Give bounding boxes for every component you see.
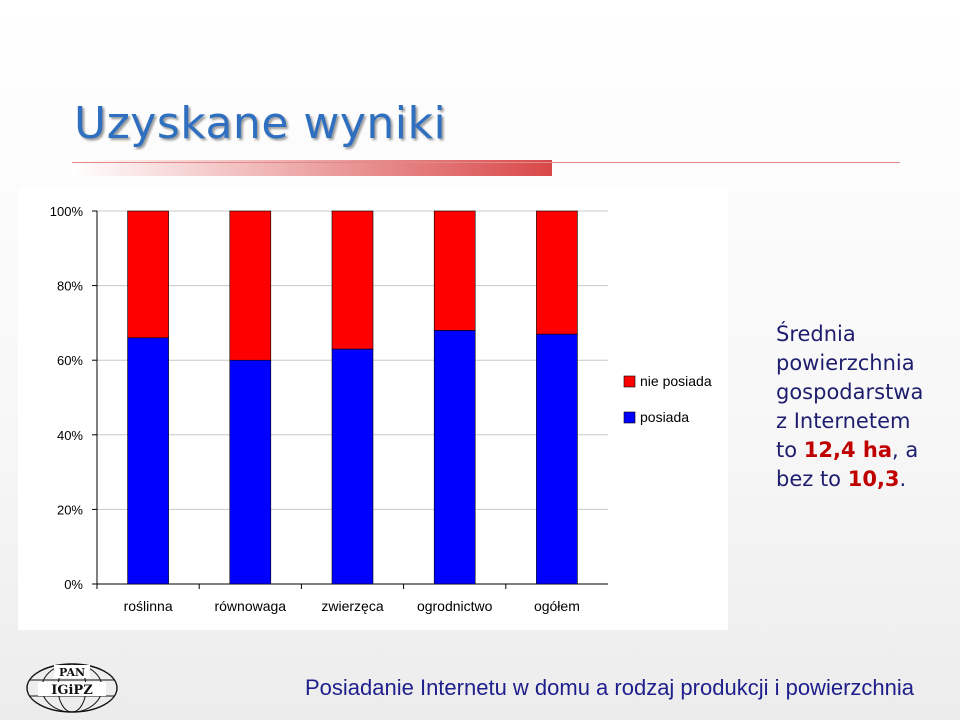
title-underline-accent (72, 160, 552, 176)
note-line-6-prefix: bez to (776, 467, 848, 491)
bar-posiada-4 (433, 330, 476, 585)
bar-posiada-3 (331, 348, 374, 585)
bar-posiada-1 (127, 337, 169, 585)
area-with-internet: 12,4 ha (803, 438, 893, 462)
y-tick-label: 60% (57, 353, 83, 368)
bar-posiada-2 (229, 359, 272, 585)
note-line-5-prefix: to (776, 438, 804, 462)
footer-caption: Posiadanie Internetu w domu a rodzaj pro… (304, 675, 914, 700)
x-tick-label: roślinna (124, 598, 173, 614)
x-tick-label: równowaga (214, 598, 286, 614)
slide-title: Uzyskane wyniki (74, 98, 447, 149)
bar-nie-posiada-3 (331, 210, 374, 350)
logo-text-main: IGiPZ (51, 683, 93, 698)
bar-posiada-5 (536, 333, 578, 585)
chart-panel: 0% 20% 40% 60% 80% 100% roślinna równowaga zwier… (18, 188, 728, 630)
legend-swatch (623, 375, 636, 388)
note-line-3: gospodarstwa (776, 380, 924, 404)
note-line-2: powierzchnia (776, 351, 915, 375)
y-tick-label: 20% (57, 502, 83, 517)
x-tick-label: ogółem (534, 598, 580, 614)
note-line-1: Średnia (776, 322, 856, 346)
logo-text-top: PAN (59, 666, 85, 679)
summary-note: Średnia powierzchnia gospodarstwa z Inte… (776, 320, 923, 494)
y-tick-label: 0% (64, 577, 83, 592)
note-line-6-suffix: . (899, 467, 907, 491)
y-tick-label: 80% (57, 279, 83, 294)
legend-swatch (623, 411, 636, 424)
note-line-5-suffix: , a (892, 438, 919, 462)
x-tick-label: ogrodnictwo (417, 598, 493, 614)
note-line-4: z Internetem (776, 409, 911, 433)
legend-label: nie posiada (640, 373, 712, 389)
y-tick-label: 40% (57, 428, 83, 443)
note-line-5: to 12,4 ha, a (776, 436, 923, 465)
title-underline (72, 162, 900, 163)
bar-nie-posiada-2 (229, 210, 272, 361)
bar-nie-posiada-5 (536, 210, 578, 335)
x-tick-label: zwierzęca (321, 598, 383, 614)
stacked-bar-chart: 0% 20% 40% 60% 80% 100% roślinna równowaga zwier… (50, 204, 712, 614)
area-without-internet: 10,3 (847, 467, 900, 491)
legend-label: posiada (640, 409, 689, 425)
pan-igipz-logo: PAN IGiPZ (26, 663, 118, 713)
note-line-6: bez to 10,3. (776, 465, 923, 494)
bar-nie-posiada-4 (433, 210, 476, 331)
bar-nie-posiada-1 (127, 210, 169, 339)
y-tick-label: 100% (50, 204, 84, 219)
